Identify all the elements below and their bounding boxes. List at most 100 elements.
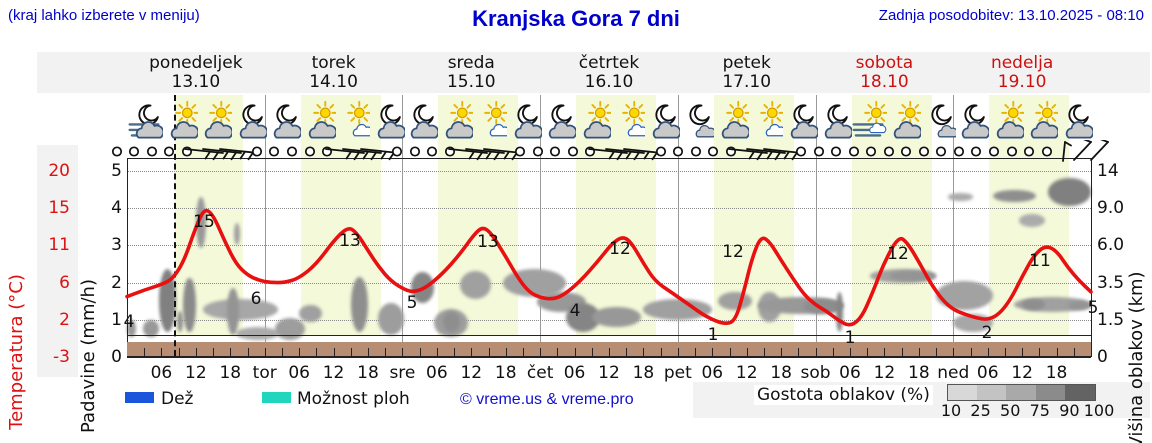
- page-title: Kranjska Gora 7 dni: [472, 6, 680, 31]
- cloud-blob: [203, 299, 278, 320]
- wind-symbol-calm: [162, 144, 176, 163]
- x-axis-tick: [677, 348, 679, 356]
- cloud-height-tick: 14: [1097, 161, 1119, 181]
- x-day-abbr: sre: [389, 363, 416, 383]
- temp-axis-strip: [37, 145, 78, 377]
- day-header-sobota: sobota 18.10: [855, 53, 914, 92]
- copyright-link[interactable]: © vreme.us & vreme.pro: [460, 391, 634, 408]
- x-axis-tick: [884, 348, 886, 356]
- precip-tick: 2: [111, 272, 122, 293]
- weather-icon-moon-cloud: [367, 98, 406, 142]
- x-axis-tick: [712, 348, 714, 356]
- weather-icon-moon-cloud: [400, 98, 440, 142]
- x-axis-tick: [316, 348, 318, 356]
- temp-value-label: 11: [1029, 251, 1051, 271]
- x-axis-tick: [505, 348, 507, 356]
- x-hour-label: 12: [735, 363, 758, 383]
- x-axis-tick: [695, 348, 697, 356]
- x-axis-tick: [178, 348, 180, 356]
- wind-symbol-calm: [882, 144, 896, 163]
- x-axis-tick: [626, 348, 628, 356]
- last-update-text: Zadnja posodobitev: 13.10.2025 - 08:10: [878, 7, 1144, 24]
- weather-icon-sun-cloud: [435, 98, 475, 142]
- wind-symbol-calm: [250, 144, 264, 163]
- precip-tick: 0: [111, 347, 122, 367]
- x-hour-label: 06: [563, 363, 586, 383]
- weather-icon-moon-cloud: [504, 98, 544, 142]
- cloud-blob: [233, 223, 240, 246]
- wind-symbol-calm: [390, 144, 404, 163]
- x-axis-tick: [901, 348, 903, 356]
- wind-symbol-calm: [952, 144, 966, 163]
- x-axis-tick: [729, 348, 731, 356]
- wind-symbol-calm: [566, 144, 580, 163]
- wind-symbol-barb: [324, 141, 366, 165]
- plot-bottom-axis: [127, 356, 1091, 358]
- cloud-height-tick: 3.5: [1097, 272, 1125, 293]
- x-axis-tick: [454, 348, 456, 356]
- density-swatch: [1006, 384, 1037, 401]
- temp-tick: -3: [53, 347, 70, 367]
- x-axis-tick: [161, 348, 163, 356]
- wind-symbol-calm: [531, 144, 545, 163]
- wind-symbol-calm: [110, 144, 124, 163]
- weather-icon-fog-sun: [849, 98, 888, 142]
- cloud-blob: [835, 291, 844, 333]
- x-axis-tick: [609, 348, 610, 356]
- x-axis-tick: [850, 348, 851, 356]
- wind-symbol-barb: [745, 141, 787, 165]
- wind-symbol-calm: [794, 144, 808, 163]
- x-axis-tick: [781, 348, 783, 356]
- weather-icon-moon-cloud: [951, 98, 991, 142]
- weather-icon-moon-smallcloud: [918, 98, 958, 142]
- x-hour-label: 12: [322, 363, 345, 383]
- weather-icon-moon-cloud: [814, 98, 853, 142]
- x-axis-tick: [1022, 348, 1024, 356]
- x-axis-tick: [987, 348, 989, 356]
- density-tick: 50: [1000, 401, 1021, 420]
- temp-value-label: 13: [477, 232, 499, 252]
- showers-legend-label: Možnost ploh: [293, 389, 414, 409]
- wind-symbol-calm: [548, 144, 562, 163]
- gridline: [127, 171, 1091, 172]
- precip-tick: 3: [111, 235, 122, 256]
- temp-value-label: 13: [339, 231, 361, 251]
- location-menu-note: (kraj lahko izberete v meniju): [8, 7, 200, 24]
- cloud-blob: [127, 319, 136, 338]
- day-header-petek: petek 17.10: [722, 53, 772, 92]
- wind-symbol-barb: [183, 141, 225, 165]
- temp-value-label: 12: [722, 242, 744, 262]
- day-header-ponedeljek: ponedeljek 13.10: [149, 53, 243, 92]
- cloud-blob: [936, 281, 994, 311]
- x-day-abbr: čet: [526, 363, 554, 383]
- x-day-abbr: sob: [800, 363, 831, 383]
- wind-symbol-calm: [145, 144, 159, 163]
- x-axis-tick: [281, 348, 283, 356]
- x-hour-label: 18: [494, 363, 517, 383]
- temp-value-label: 1: [844, 328, 856, 348]
- wind-symbol-calm: [1022, 144, 1036, 163]
- day-header-nedelja: nedelja 19.10: [990, 53, 1054, 92]
- x-hour-label: 18: [1045, 363, 1068, 383]
- x-axis-tick: [540, 348, 542, 356]
- x-axis-tick: [350, 348, 352, 356]
- temp-value-label: 12: [887, 244, 909, 264]
- weather-icon-fog-moon-cloud: [125, 98, 165, 142]
- temp-value-label: 1: [707, 325, 719, 345]
- x-axis-tick: [746, 348, 748, 356]
- temp-value-label: 5: [1087, 298, 1099, 318]
- weather-icon-moon-cloud: [263, 98, 302, 142]
- rain-legend-label: Dež: [157, 389, 198, 409]
- day-header-strip: ponedeljek 13.10 torek 14.10 sreda 15.10…: [37, 52, 1150, 93]
- wind-symbol-calm: [1005, 144, 1019, 163]
- x-axis-tick: [230, 348, 232, 356]
- x-axis-tick: [867, 348, 869, 356]
- day-header-torek: torek 14.10: [309, 53, 358, 92]
- x-hour-label: 12: [460, 363, 483, 383]
- wind-symbol-calm: [812, 144, 826, 163]
- weather-icon-sun-smallcloud: [469, 98, 511, 142]
- x-axis-tick: [660, 348, 662, 356]
- weather-icon-sun-smallcloud: [332, 98, 373, 142]
- wind-symbol-calm: [1040, 144, 1054, 163]
- temp-value-label: 4: [123, 312, 135, 332]
